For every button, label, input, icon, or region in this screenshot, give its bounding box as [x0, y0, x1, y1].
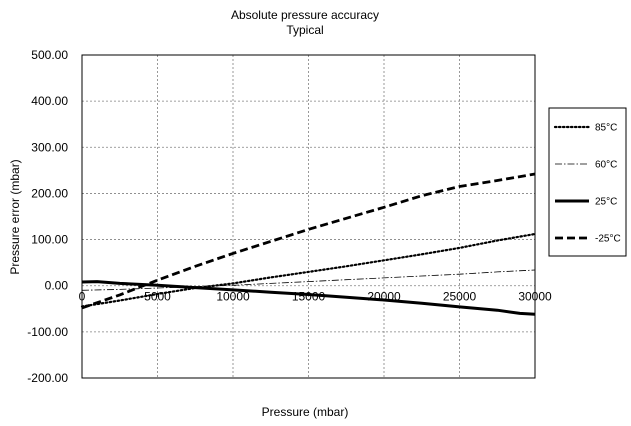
legend: 85°C 60°C 25°C -25°C: [548, 107, 627, 257]
x-tick-label: 0: [79, 290, 86, 304]
legend-label: 25°C: [595, 197, 617, 208]
plot-frame: [81, 54, 536, 379]
chart-subtitle: Typical: [286, 23, 323, 37]
x-axis-label: Pressure (mbar): [262, 405, 349, 419]
series-line: [81, 172, 536, 310]
x-tick-label: 20000: [367, 290, 401, 304]
chart-title: Absolute pressure accuracy: [231, 8, 379, 22]
x-tick-label: 15000: [292, 290, 326, 304]
y-tick-label: 400.00: [31, 94, 68, 108]
legend-label: -25°C: [595, 234, 621, 245]
x-axis-ticks: 0 5000 10000 15000 20000 25000 30000: [79, 290, 552, 304]
series-line: [80, 232, 537, 308]
x-tick-label: 30000: [518, 290, 552, 304]
legend-label: 85°C: [595, 123, 617, 134]
y-axis-label: Pressure error (mbar): [8, 159, 22, 274]
x-tick-label: 25000: [443, 290, 477, 304]
plot-series: [80, 172, 537, 316]
y-tick-label: 0.00: [45, 279, 69, 293]
y-tick-label: 300.00: [31, 140, 68, 154]
legend-box: [548, 107, 627, 257]
y-tick-label: -100.00: [27, 325, 68, 339]
x-tick-label: 5000: [144, 290, 171, 304]
y-tick-label: -200.00: [27, 371, 68, 385]
series-line: [81, 269, 536, 291]
legend-label: 60°C: [595, 160, 617, 171]
y-tick-label: 100.00: [31, 233, 68, 247]
y-tick-label: 200.00: [31, 186, 68, 200]
series-line: [81, 280, 536, 316]
x-tick-label: 10000: [216, 290, 250, 304]
y-axis-ticks: 500.00 400.00 300.00 200.00 100.00 0.00 -100.0…: [27, 48, 68, 385]
y-tick-label: 500.00: [31, 48, 68, 62]
grid: [82, 55, 535, 378]
